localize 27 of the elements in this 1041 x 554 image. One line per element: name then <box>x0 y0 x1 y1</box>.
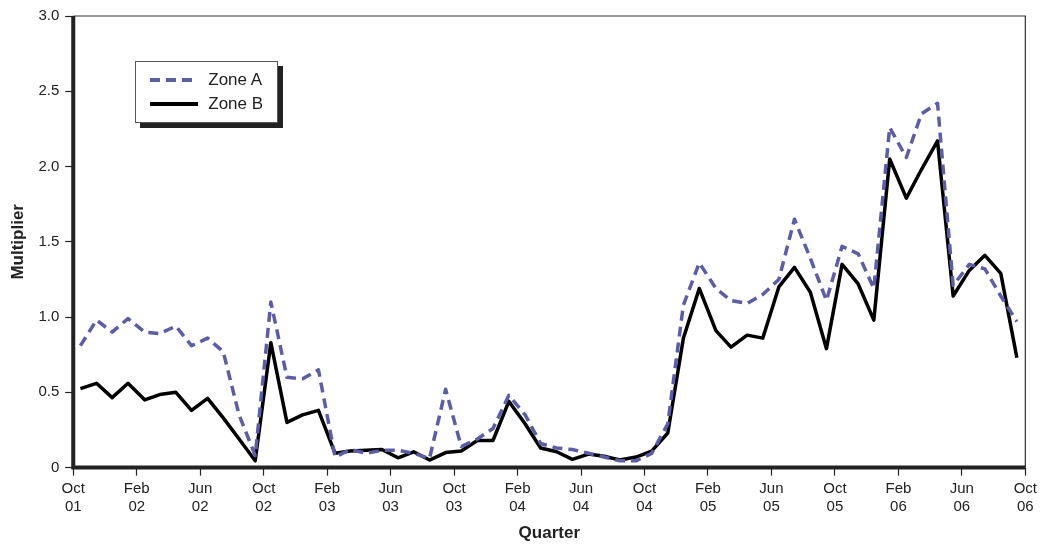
x-axis-title: Quarter <box>518 523 581 543</box>
x-tick-label: Oct 03 <box>442 478 467 514</box>
y-tick-label: 1.5 <box>38 231 60 249</box>
y-tick-label: 0 <box>50 457 60 475</box>
x-tick-label: Jun 02 <box>188 478 213 514</box>
y-tick-label: 1.0 <box>38 307 60 325</box>
x-tick-label: Feb 02 <box>123 478 150 514</box>
legend-label: Zone B <box>208 94 264 114</box>
x-tick-label: Jun 06 <box>949 478 974 514</box>
x-tick-label: Feb 03 <box>314 478 341 514</box>
x-tick-label: Feb 04 <box>504 478 531 514</box>
x-tick-label: Feb 06 <box>885 478 912 514</box>
x-tick-label: Oct 04 <box>632 478 657 514</box>
y-tick-label: 2.0 <box>38 156 60 174</box>
x-tick-label: Oct 02 <box>252 478 277 514</box>
x-tick-label: Oct 06 <box>1013 478 1038 514</box>
x-tick-label: Jun 03 <box>378 478 403 514</box>
y-tick-label: 3.0 <box>38 6 60 24</box>
y-tick-label: 2.5 <box>38 81 60 99</box>
x-tick-label: Oct 01 <box>61 478 86 514</box>
x-tick-label: Oct 05 <box>823 478 848 514</box>
y-axis-title: Multiplier <box>7 203 27 280</box>
x-tick-label: Jun 05 <box>759 478 784 514</box>
legend-label: Zone A <box>208 70 263 90</box>
x-tick-label: Jun 04 <box>568 478 594 514</box>
x-tick-label: Feb 05 <box>695 478 721 514</box>
y-tick-label: 0.5 <box>38 382 60 400</box>
